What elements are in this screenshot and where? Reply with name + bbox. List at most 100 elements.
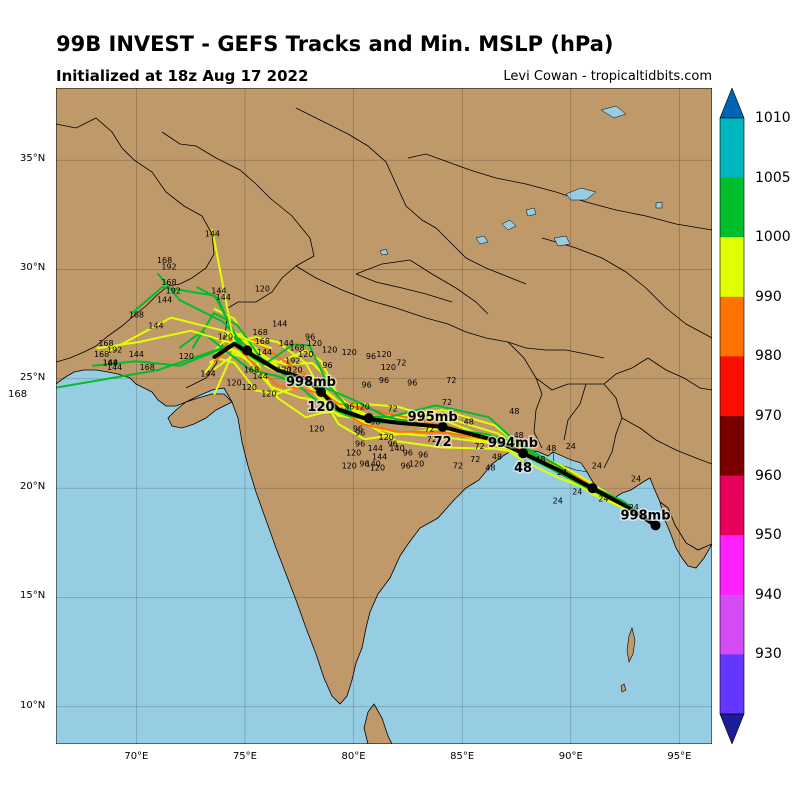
mean-hour-label: 72	[434, 435, 452, 450]
ensemble-hour-label: 120	[346, 448, 361, 457]
ensemble-member-track	[213, 336, 657, 527]
lon-tick-label: 70°E	[124, 751, 149, 762]
colorbar-level-label: 1010	[755, 110, 791, 126]
country-borders	[56, 107, 712, 469]
colorbar-level-label: 970	[755, 408, 782, 424]
ensemble-hour-label: 120	[342, 461, 357, 470]
stray-track-label: 168	[8, 389, 28, 400]
ensemble-hour-label: 120	[261, 389, 276, 398]
colorbar-band	[720, 356, 744, 417]
ensemble-hour-label: 96	[353, 424, 363, 433]
ensemble-hour-label: 168	[253, 328, 268, 337]
ensemble-hour-label: 120	[322, 346, 337, 355]
lat-tick-label: 30°N	[20, 262, 46, 274]
lat-tick-label: 10°N	[20, 699, 46, 711]
ensemble-hour-label: 72	[388, 405, 398, 414]
ensemble-hour-label: 192	[161, 262, 176, 271]
ensemble-hour-label: 144	[129, 350, 144, 359]
ensemble-hour-label: 120	[307, 339, 322, 348]
lon-tick-label: 80°E	[341, 751, 366, 762]
ensemble-mean-track	[212, 341, 658, 528]
ensemble-hour-label: 48	[546, 444, 556, 453]
ensemble-hour-label: 120	[355, 402, 370, 411]
ensemble-hour-label: 48	[485, 464, 495, 473]
ensemble-hour-label: 120	[381, 363, 396, 372]
ensemble-hour-label: 120	[179, 352, 194, 361]
ensemble-hour-label: 96	[403, 448, 413, 457]
ensemble-hour-label: 96	[379, 376, 389, 385]
ensemble-hour-label: 48	[464, 418, 474, 427]
ensemble-hour-label: 168	[94, 350, 109, 359]
ensemble-hour-label: 120	[276, 365, 291, 374]
colorbar-level-label: 990	[755, 288, 782, 305]
colorbar-band	[720, 416, 744, 477]
colorbar-level-label: 930	[755, 646, 782, 663]
ensemble-hour-label: 144	[257, 348, 272, 357]
ensemble-hour-label: 144	[253, 372, 268, 381]
colorbar-band	[720, 654, 744, 715]
ensemble-hour-label: 168	[129, 311, 144, 320]
ensemble-hour-label: 96	[359, 459, 369, 468]
myanmar-coast	[659, 501, 712, 569]
ensemble-hour-label: 72	[418, 413, 428, 422]
ensemble-hour-label: 144	[216, 293, 231, 302]
colorbar-level-label: 980	[755, 348, 782, 365]
ensemble-hour-label: 96	[305, 332, 315, 341]
lon-tick-label: 95°E	[667, 751, 692, 762]
lat-tick-label: 25°N	[20, 371, 46, 383]
colorbar-level-label: 940	[755, 586, 782, 603]
ensemble-hour-label: 144	[157, 295, 172, 304]
ensemble-hour-label: 96	[366, 352, 376, 361]
ensemble-member-track	[213, 336, 657, 527]
ensemble-hour-label: 168	[244, 365, 259, 374]
ensemble-hour-label: 144	[372, 453, 387, 462]
ensemble-hour-label: 168	[157, 256, 172, 265]
ensemble-hour-label: 144	[279, 339, 294, 348]
mean-track-point	[242, 345, 253, 356]
mean-track-point	[437, 421, 448, 432]
ensemble-hour-label: 140	[365, 459, 380, 468]
lon-tick-label: 85°E	[450, 751, 475, 762]
colorbar-band	[720, 535, 744, 596]
ensemble-hour-label: 24	[598, 494, 608, 503]
ensemble-hour-label: 48	[514, 431, 524, 440]
mean-track-point	[587, 483, 598, 494]
ensemble-hour-label: 72	[396, 359, 406, 368]
ensemble-hour-label: 192	[107, 346, 122, 355]
ensemble-hour-label: 72	[446, 376, 456, 385]
ensemble-hour-label: 120	[298, 350, 313, 359]
ensemble-member-track	[91, 342, 236, 367]
ensemble-hour-label: 120	[287, 365, 302, 374]
ensemble-hour-label: 72	[427, 435, 437, 444]
ensemble-member-track	[211, 229, 236, 345]
ensemble-hour-label: 24	[592, 461, 602, 470]
lon-tick-label: 90°E	[558, 751, 583, 762]
ensemble-hour-label: 168	[161, 278, 176, 287]
mean-hour-label: 48	[514, 461, 532, 476]
ensemble-hour-label: 48	[509, 407, 519, 416]
ensemble-hour-label: 144	[211, 287, 226, 296]
ensemble-hour-label: 24	[631, 475, 641, 484]
ensemble-hour-label: 168	[103, 359, 118, 368]
colorbar-band	[720, 177, 744, 238]
chart-title: 99B INVEST - GEFS Tracks and Min. MSLP (…	[56, 32, 614, 56]
colorbar-band	[720, 118, 744, 179]
lon-tick-label: 75°E	[232, 751, 257, 762]
ensemble-hour-label: 144	[368, 444, 383, 453]
ensemble-member-track	[105, 316, 272, 354]
ensemble-hour-label: 120	[409, 459, 424, 468]
ensemble-hour-label: 120	[309, 424, 324, 433]
ensemble-hour-label: 96	[407, 378, 417, 387]
ensemble-hour-label: 120	[218, 332, 233, 341]
ensemble-hour-label: 192	[285, 357, 300, 366]
ensemble-hour-label: 168	[255, 337, 270, 346]
pressure-colorbar	[719, 88, 745, 744]
ensemble-hour-label: 168	[289, 343, 304, 352]
ensemble-hour-label: 96	[355, 440, 365, 449]
ensemble-hour-label: 24	[572, 488, 582, 497]
ensemble-hour-label: 140	[389, 444, 404, 453]
ensemble-hour-label: 72	[474, 442, 484, 451]
ensemble-hour-label: 48	[492, 453, 502, 462]
colorbar-level-label: 1005	[755, 169, 791, 186]
